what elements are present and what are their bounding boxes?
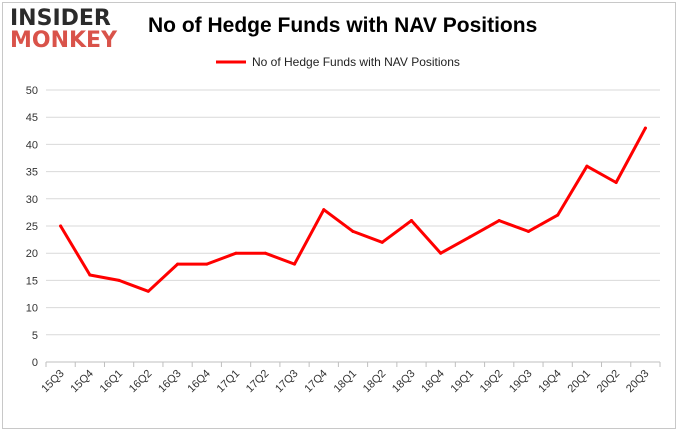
data-point: [234, 251, 238, 255]
x-tick-label: 20Q3: [624, 368, 652, 396]
x-tick-label: 15Q3: [39, 368, 67, 396]
x-tick-label: 20Q1: [566, 368, 594, 396]
logo-line-1: INSIDER: [10, 6, 111, 31]
y-tick-label: 10: [26, 303, 38, 315]
insider-monkey-logo: INSIDER MONKEY: [10, 8, 128, 52]
x-tick-label: 19Q2: [478, 368, 506, 396]
data-point: [293, 262, 297, 266]
y-tick-label: 5: [32, 330, 38, 342]
y-tick-label: 45: [26, 112, 38, 124]
x-tick-label: 18Q3: [390, 368, 418, 396]
y-tick-label: 20: [26, 248, 38, 260]
x-tick-label: 16Q3: [156, 368, 184, 396]
x-tick-label: 17Q3: [273, 368, 301, 396]
y-tick-label: 0: [32, 357, 38, 369]
data-point: [526, 229, 530, 233]
x-tick-label: 18Q4: [419, 368, 447, 396]
x-tick-label: 15Q4: [68, 368, 96, 396]
y-tick-label: 50: [26, 85, 38, 97]
data-point: [322, 208, 326, 212]
data-point: [497, 219, 501, 223]
data-point: [556, 213, 560, 217]
x-tick-label: 19Q1: [449, 368, 477, 396]
y-tick-label: 25: [26, 221, 38, 233]
data-point: [439, 251, 443, 255]
x-tick-label: 18Q1: [332, 368, 360, 396]
x-tick-label: 17Q4: [302, 368, 330, 396]
y-tick-label: 30: [26, 194, 38, 206]
x-tick-label: 16Q1: [98, 368, 126, 396]
data-point: [585, 164, 589, 168]
data-point: [146, 289, 150, 293]
x-tick-label: 16Q4: [185, 368, 213, 396]
data-point: [117, 278, 121, 282]
data-point: [176, 262, 180, 266]
series-line: [59, 126, 647, 293]
chart-title: No of Hedge Funds with NAV Positions: [148, 14, 538, 37]
y-tick-label: 40: [26, 139, 38, 151]
x-tick-label: 18Q2: [361, 368, 389, 396]
logo-line-2: MONKEY: [10, 28, 118, 53]
x-tick-label: 20Q2: [595, 368, 623, 396]
y-tick-label: 15: [26, 275, 38, 287]
x-tick-label: 17Q2: [244, 368, 272, 396]
data-point: [59, 224, 63, 228]
data-point: [643, 126, 647, 130]
data-point: [614, 180, 618, 184]
chart-frame: [2, 2, 676, 429]
x-tick-label: 19Q3: [507, 368, 535, 396]
data-point: [468, 235, 472, 239]
data-point: [351, 229, 355, 233]
data-point: [205, 262, 209, 266]
legend-label: No of Hedge Funds with NAV Positions: [252, 55, 460, 69]
data-point: [263, 251, 267, 255]
data-point: [88, 273, 92, 277]
y-tick-label: 35: [26, 167, 38, 179]
x-tick-label: 16Q2: [127, 368, 155, 396]
data-point: [380, 240, 384, 244]
x-tick-label: 17Q1: [215, 368, 243, 396]
x-tick-label: 19Q4: [536, 368, 564, 396]
data-point: [409, 219, 413, 223]
